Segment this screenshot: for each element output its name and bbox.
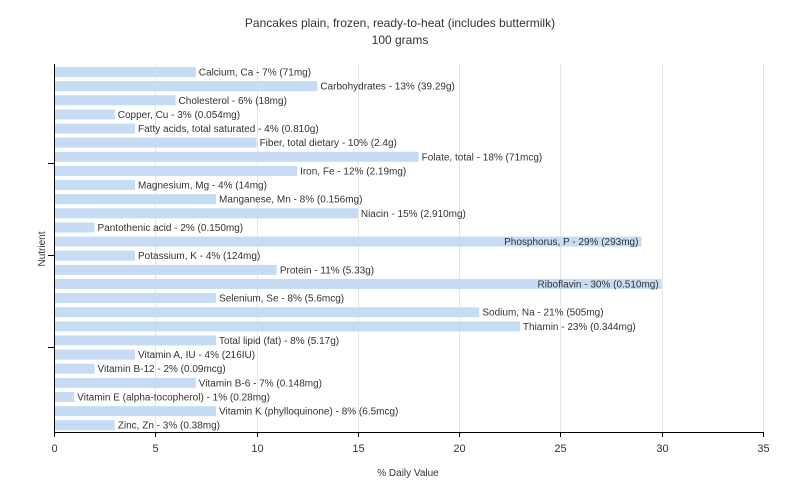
- bar: [55, 67, 196, 78]
- bar-label: Sodium, Na - 21% (505mg): [482, 308, 603, 319]
- x-tick-label: 25: [554, 443, 566, 455]
- bar: [55, 194, 217, 205]
- bar: [55, 377, 196, 388]
- bar: [55, 208, 358, 219]
- bar-label: Calcium, Ca - 7% (71mg): [199, 68, 311, 79]
- bar-label: Folate, total - 18% (71mcg): [422, 152, 543, 163]
- bar: [55, 151, 419, 162]
- chart-subtitle: 100 grams: [372, 33, 429, 47]
- bar-label: Vitamin K (phylloquinone) - 8% (6.5mcg): [219, 407, 398, 418]
- bar-label: Protein - 11% (5.33g): [280, 265, 374, 276]
- bar-label: Selenium, Se - 8% (5.6mcg): [219, 294, 344, 305]
- bar: [55, 123, 136, 134]
- bar: [55, 236, 642, 247]
- bar-label: Total lipid (fat) - 8% (5.17g): [219, 336, 339, 347]
- bar: [55, 81, 318, 92]
- bar-label: Vitamin B-12 - 2% (0.09mcg): [98, 364, 226, 375]
- bar-label: Iron, Fe - 12% (2.19mg): [300, 166, 406, 177]
- bar-label: Phosphorus, P - 29% (293mg): [504, 237, 638, 248]
- bar: [55, 293, 217, 304]
- bar: [55, 95, 176, 106]
- bar-label: Cholesterol - 6% (18mg): [179, 96, 287, 107]
- bar: [55, 349, 136, 360]
- bar: [55, 109, 115, 120]
- x-ticks-group: 0 5 10 15 20 25 30 35: [51, 432, 770, 455]
- gridlines: [155, 64, 764, 432]
- x-tick-label: 5: [152, 443, 158, 455]
- bar-label: Copper, Cu - 3% (0.054mg): [118, 110, 240, 121]
- bar: [55, 165, 298, 176]
- bar-label: Carbohydrates - 13% (39.29g): [320, 82, 455, 93]
- bar: [55, 420, 115, 431]
- bar-label: Pantothenic acid - 2% (0.150mg): [98, 223, 244, 234]
- bar: [55, 406, 217, 417]
- x-tick-label: 10: [251, 443, 263, 455]
- bar-label: Manganese, Mn - 8% (0.156mg): [219, 195, 362, 206]
- bar: [55, 278, 662, 289]
- bar-label: Niacin - 15% (2.910mg): [361, 209, 466, 220]
- x-axis-title: % Daily Value: [377, 468, 439, 479]
- bar-label: Zinc, Zn - 3% (0.38mg): [118, 421, 220, 432]
- bar-label: Fiber, total dietary - 10% (2.4g): [260, 138, 397, 149]
- x-tick-label: 0: [51, 443, 57, 455]
- bar-label: Vitamin B-6 - 7% (0.148mg): [199, 378, 322, 389]
- x-tick-label: 35: [757, 443, 769, 455]
- bar-label: Vitamin E (alpha-tocopherol) - 1% (0.28m…: [77, 392, 270, 403]
- bars-group: [55, 67, 662, 431]
- bar: [55, 363, 95, 374]
- bar: [55, 137, 257, 148]
- bar: [55, 307, 480, 318]
- bar-label: Thiamin - 23% (0.344mg): [523, 322, 636, 333]
- bar: [55, 250, 136, 261]
- x-tick-label: 15: [352, 443, 364, 455]
- bar: [55, 180, 136, 191]
- x-tick-label: 20: [453, 443, 465, 455]
- bar: [55, 222, 95, 233]
- chart-title: Pancakes plain, frozen, ready-to-heat (i…: [245, 16, 555, 30]
- bar-label: Vitamin A, IU - 4% (216IU): [138, 350, 255, 361]
- x-tick-label: 30: [656, 443, 668, 455]
- bar-label: Potassium, K - 4% (124mg): [138, 251, 260, 262]
- bar-labels-group: Calcium, Ca - 7% (71mg) Carbohydrates - 1…: [77, 68, 658, 432]
- bar-label: Riboflavin - 30% (0.510mg): [538, 279, 659, 290]
- bar-label: Magnesium, Mg - 4% (14mg): [138, 181, 267, 192]
- bar: [55, 321, 520, 332]
- bar: [55, 391, 75, 402]
- y-axis-title: Nutrient: [37, 231, 48, 266]
- axes-group: [48, 64, 764, 433]
- bar: [55, 335, 217, 346]
- bar: [55, 264, 277, 275]
- bar-label: Fatty acids, total saturated - 4% (0.810…: [138, 124, 319, 135]
